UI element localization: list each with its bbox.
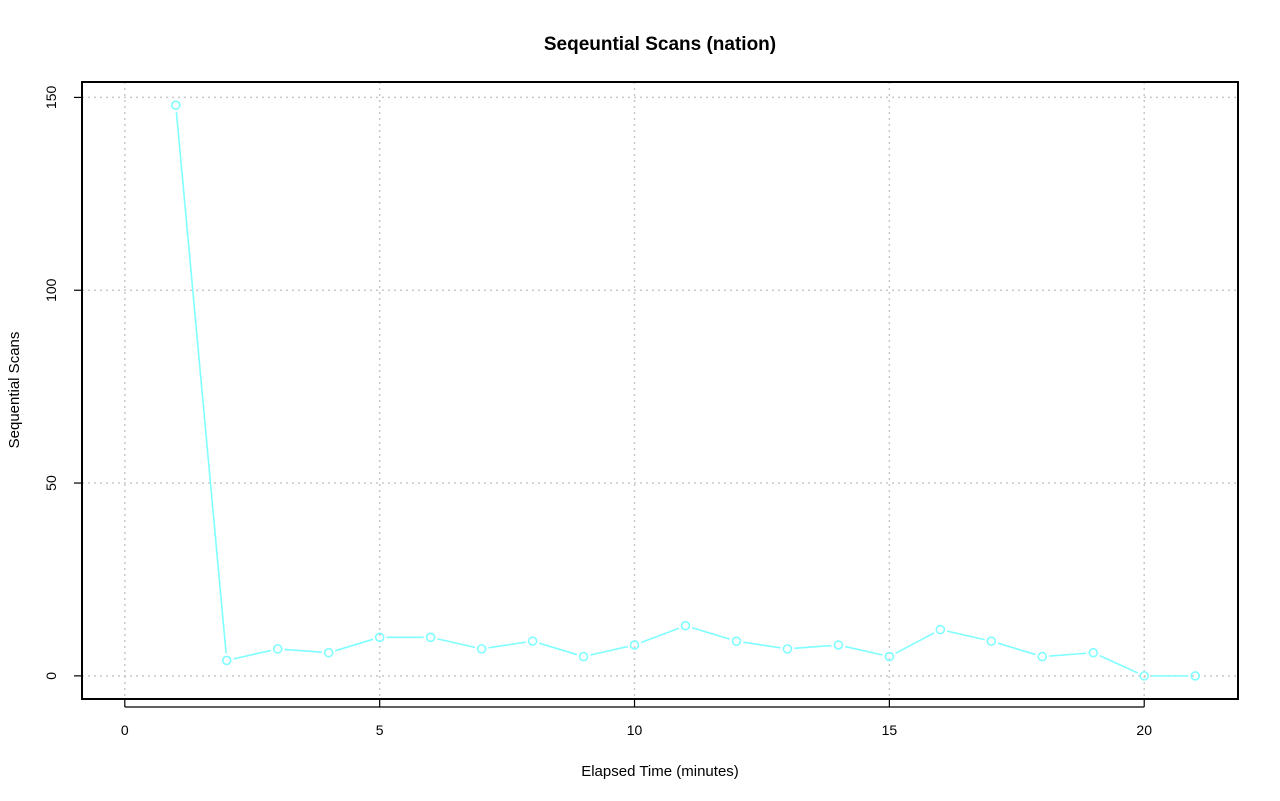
series-segment xyxy=(1099,654,1139,674)
y-axis-label: Sequential Scans xyxy=(6,332,23,449)
x-tick-label: 0 xyxy=(121,722,129,738)
series-segment xyxy=(691,626,730,640)
series-segment xyxy=(640,627,680,644)
y-tick-label: 100 xyxy=(43,278,59,302)
data-point xyxy=(374,632,385,643)
data-point xyxy=(170,100,181,110)
series-segment xyxy=(539,642,578,656)
data-point xyxy=(680,620,691,631)
data-point xyxy=(221,655,232,666)
series-segment xyxy=(233,649,272,660)
x-axis-label: Elapsed Time (minutes) xyxy=(581,763,739,780)
series-segment xyxy=(284,648,322,653)
y-axis: 0 50 100 150 xyxy=(43,86,82,680)
series-segment xyxy=(946,630,985,641)
series-segment xyxy=(175,112,227,654)
series-layer xyxy=(170,100,1200,681)
data-point xyxy=(578,651,589,662)
data-point xyxy=(323,647,334,658)
data-point xyxy=(527,636,538,646)
data-point xyxy=(1190,671,1200,681)
x-tick-label: 15 xyxy=(882,722,898,738)
data-point xyxy=(782,644,793,654)
series-segment xyxy=(1049,652,1087,657)
series-segment xyxy=(437,638,475,649)
y-tick-label: 50 xyxy=(43,475,59,491)
data-point xyxy=(935,624,946,635)
data-point xyxy=(425,632,436,643)
grid xyxy=(82,82,1238,699)
data-point xyxy=(1139,671,1150,681)
chart-title: Seqeuntial Scans (nation) xyxy=(544,34,776,55)
data-point xyxy=(476,644,487,654)
data-point xyxy=(1037,651,1048,662)
x-tick-label: 5 xyxy=(376,722,384,738)
data-point xyxy=(629,640,640,650)
x-axis: 0 5 10 15 20 xyxy=(121,699,1152,738)
data-point xyxy=(884,651,895,662)
series-segment xyxy=(997,642,1036,656)
y-tick-label: 150 xyxy=(43,86,59,110)
series-segment xyxy=(743,641,781,649)
data-point xyxy=(1088,647,1099,658)
series-segment xyxy=(895,632,935,655)
data-point xyxy=(272,644,283,654)
x-tick-label: 20 xyxy=(1136,722,1152,738)
series-segment xyxy=(845,645,883,656)
data-point xyxy=(986,636,997,646)
y-tick-label: 0 xyxy=(43,672,59,680)
series-segment xyxy=(794,644,832,650)
data-point xyxy=(833,640,844,650)
data-point xyxy=(731,636,742,646)
plot-frame xyxy=(81,81,1239,700)
series-segment xyxy=(590,645,628,656)
series-segment xyxy=(488,641,526,649)
series-segment xyxy=(335,638,374,652)
x-tick-label: 10 xyxy=(627,722,643,738)
